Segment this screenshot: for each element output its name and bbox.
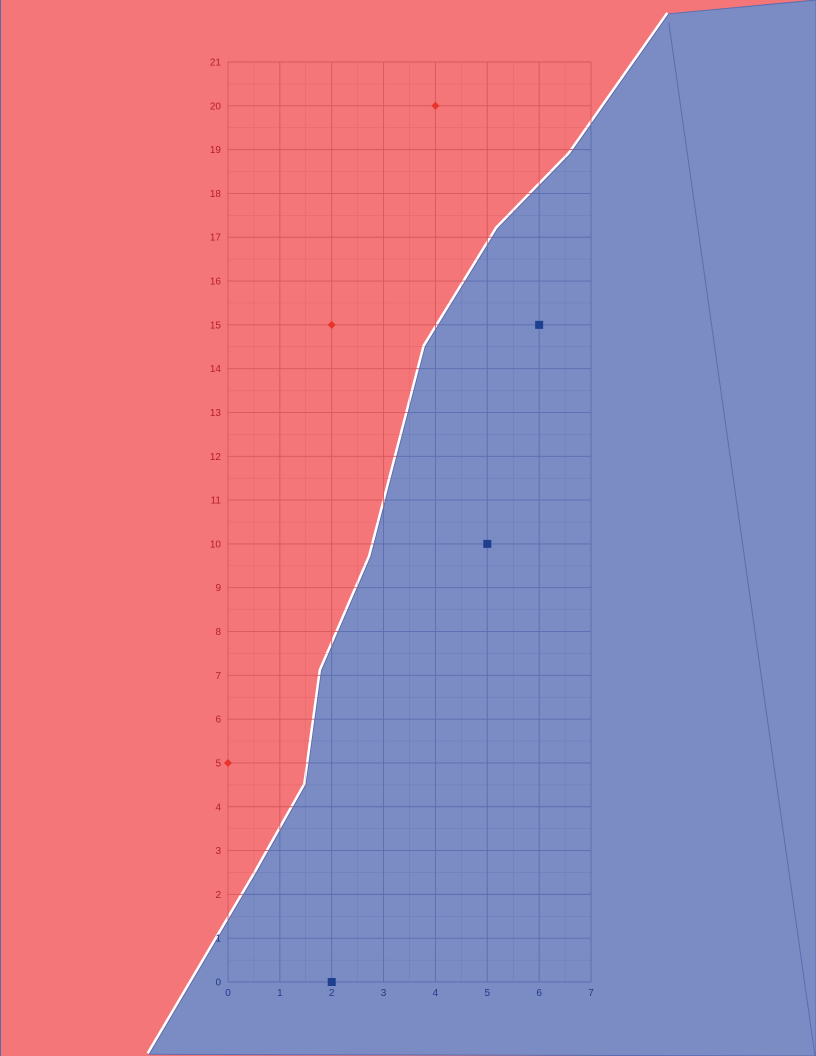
y-tick-label: 9 [215, 583, 221, 594]
y-tick-label: 7 [215, 671, 221, 682]
y-tick-label: 18 [210, 189, 222, 200]
decision-edge-line [668, 22, 816, 1056]
y-tick-label: 19 [210, 145, 222, 156]
y-tick-label: 15 [210, 320, 222, 331]
y-tick-label: 3 [215, 846, 221, 857]
region-boundary-highlight [146, 12, 669, 1054]
y-tick-label: 4 [215, 802, 221, 813]
y-tick-label: 21 [210, 58, 222, 69]
y-tick-label: 6 [215, 715, 221, 726]
y-tick-label: 11 [211, 496, 222, 507]
data-point-square [535, 320, 544, 329]
y-tick-label: 0 [215, 978, 221, 989]
y-tick-label: 14 [210, 364, 222, 375]
y-tick-label: 2 [215, 890, 221, 901]
data-points [224, 101, 544, 986]
x-tick-label: 0 [225, 988, 231, 999]
x-tick-label: 6 [536, 988, 542, 999]
x-tick-label: 2 [329, 988, 335, 999]
x-tick-label: 4 [433, 988, 439, 999]
x-tick-label: 5 [485, 988, 491, 999]
y-tick-label: 17 [210, 233, 222, 244]
data-point-diamond [224, 758, 232, 767]
y-tick-label: 1 [215, 934, 221, 945]
y-tick-label: 20 [210, 101, 222, 112]
y-tick-label: 10 [210, 539, 222, 550]
y-tick-label: 13 [210, 408, 222, 419]
x-tick-label: 7 [588, 988, 594, 999]
data-point-square [483, 539, 492, 548]
data-point-diamond [327, 320, 336, 329]
x-axis: 0 1 2 3 4 5 6 7 [225, 988, 594, 999]
x-tick-label: 3 [381, 988, 387, 999]
y-tick-label: 8 [215, 627, 221, 638]
y-tick-label: 5 [215, 758, 221, 769]
x-tick-label: 1 [277, 988, 283, 999]
y-tick-label: 16 [210, 277, 222, 288]
y-tick-label: 12 [210, 452, 222, 463]
data-point-square [327, 978, 336, 986]
data-point-diamond [431, 101, 440, 110]
